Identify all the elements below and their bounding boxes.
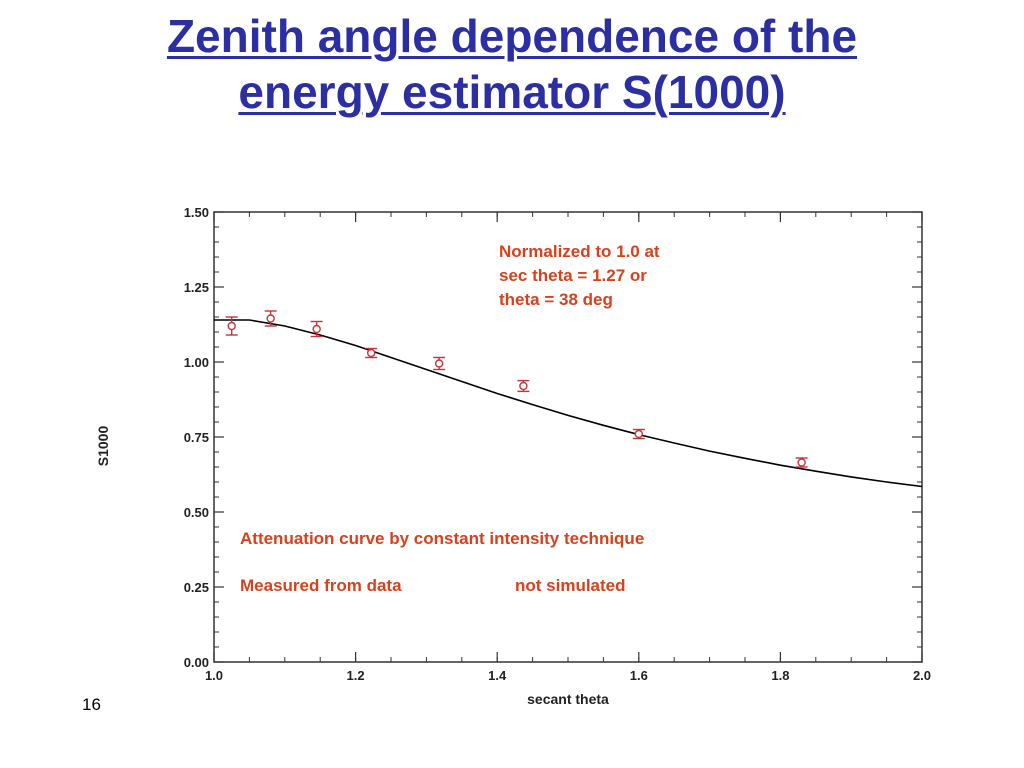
annotation-not-simulated: not simulated — [515, 576, 626, 595]
fit-curve-group — [214, 319, 923, 488]
data-marker — [634, 429, 643, 439]
y-tick-label: 1.25 — [184, 280, 209, 295]
y-tick-label: 0.00 — [184, 655, 209, 670]
data-marker — [227, 321, 236, 331]
slide-title-line-2: energy estimator S(1000) — [238, 66, 786, 118]
data-point — [632, 428, 645, 440]
fit-curve — [214, 319, 923, 488]
data-point — [433, 356, 446, 371]
y-tick-label: 0.25 — [184, 580, 209, 595]
annotation-normalization-3: theta = 38 deg — [499, 290, 613, 309]
data-point — [795, 457, 808, 468]
data-point — [310, 320, 323, 338]
annotation-measured: Measured from data — [240, 576, 402, 595]
data-marker — [519, 381, 528, 391]
y-axis-label: S1000 — [95, 426, 111, 467]
y-tick-label: 1.00 — [184, 355, 209, 370]
data-marker — [797, 458, 806, 467]
data-points-group — [225, 310, 808, 468]
x-tick-label: 1.0 — [205, 668, 223, 683]
slide-title-line-1: Zenith angle dependence of the — [166, 10, 858, 62]
x-tick-label: 1.6 — [630, 668, 648, 683]
x-tick-label: 2.0 — [913, 668, 931, 683]
annotation-normalization-1: Normalized to 1.0 at — [499, 242, 660, 261]
x-tick-label: 1.8 — [771, 668, 789, 683]
data-marker — [434, 359, 444, 368]
data-marker — [366, 348, 376, 358]
page-number: 16 — [82, 695, 101, 714]
data-point — [517, 379, 530, 393]
y-tick-label: 1.50 — [184, 205, 209, 220]
axis-ticks: 1.0 1.2 1.4 1.6 1.8 2.0 0.00 0.25 0.50 0.75 1.00 1.… — [184, 205, 931, 683]
annotation-method: Attenuation curve by constant intensity … — [240, 529, 644, 548]
data-point — [264, 310, 277, 327]
data-marker — [266, 314, 275, 323]
x-tick-label: 1.2 — [347, 668, 365, 683]
data-point — [365, 347, 378, 359]
data-point — [225, 316, 238, 336]
y-tick-label: 0.50 — [184, 505, 209, 520]
annotation-normalization-2: sec theta = 1.27 or — [499, 266, 647, 285]
y-tick-label: 0.75 — [184, 430, 209, 445]
x-axis-label: secant theta — [527, 691, 609, 707]
data-marker — [312, 324, 321, 334]
x-tick-label: 1.4 — [488, 668, 507, 683]
slide-title: Zenith angle dependence of the energy es… — [0, 8, 1024, 120]
